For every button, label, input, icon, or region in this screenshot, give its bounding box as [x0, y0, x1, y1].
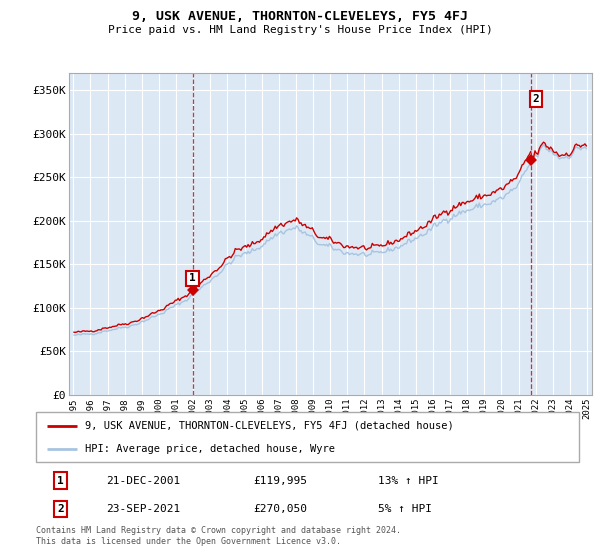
Text: £270,050: £270,050: [253, 504, 307, 514]
Text: 9, USK AVENUE, THORNTON-CLEVELEYS, FY5 4FJ: 9, USK AVENUE, THORNTON-CLEVELEYS, FY5 4…: [132, 10, 468, 23]
Text: 9, USK AVENUE, THORNTON-CLEVELEYS, FY5 4FJ (detached house): 9, USK AVENUE, THORNTON-CLEVELEYS, FY5 4…: [85, 421, 454, 431]
Text: 1: 1: [189, 273, 196, 283]
Text: 23-SEP-2021: 23-SEP-2021: [107, 504, 181, 514]
Text: Price paid vs. HM Land Registry's House Price Index (HPI): Price paid vs. HM Land Registry's House …: [107, 25, 493, 35]
Text: 21-DEC-2001: 21-DEC-2001: [107, 475, 181, 486]
Text: £119,995: £119,995: [253, 475, 307, 486]
FancyBboxPatch shape: [36, 412, 579, 462]
Text: 1: 1: [57, 475, 64, 486]
Text: Contains HM Land Registry data © Crown copyright and database right 2024.
This d: Contains HM Land Registry data © Crown c…: [36, 526, 401, 546]
Text: HPI: Average price, detached house, Wyre: HPI: Average price, detached house, Wyre: [85, 445, 335, 454]
Text: 2: 2: [57, 504, 64, 514]
Text: 13% ↑ HPI: 13% ↑ HPI: [378, 475, 439, 486]
Text: 2: 2: [533, 94, 539, 104]
Text: 5% ↑ HPI: 5% ↑ HPI: [378, 504, 432, 514]
